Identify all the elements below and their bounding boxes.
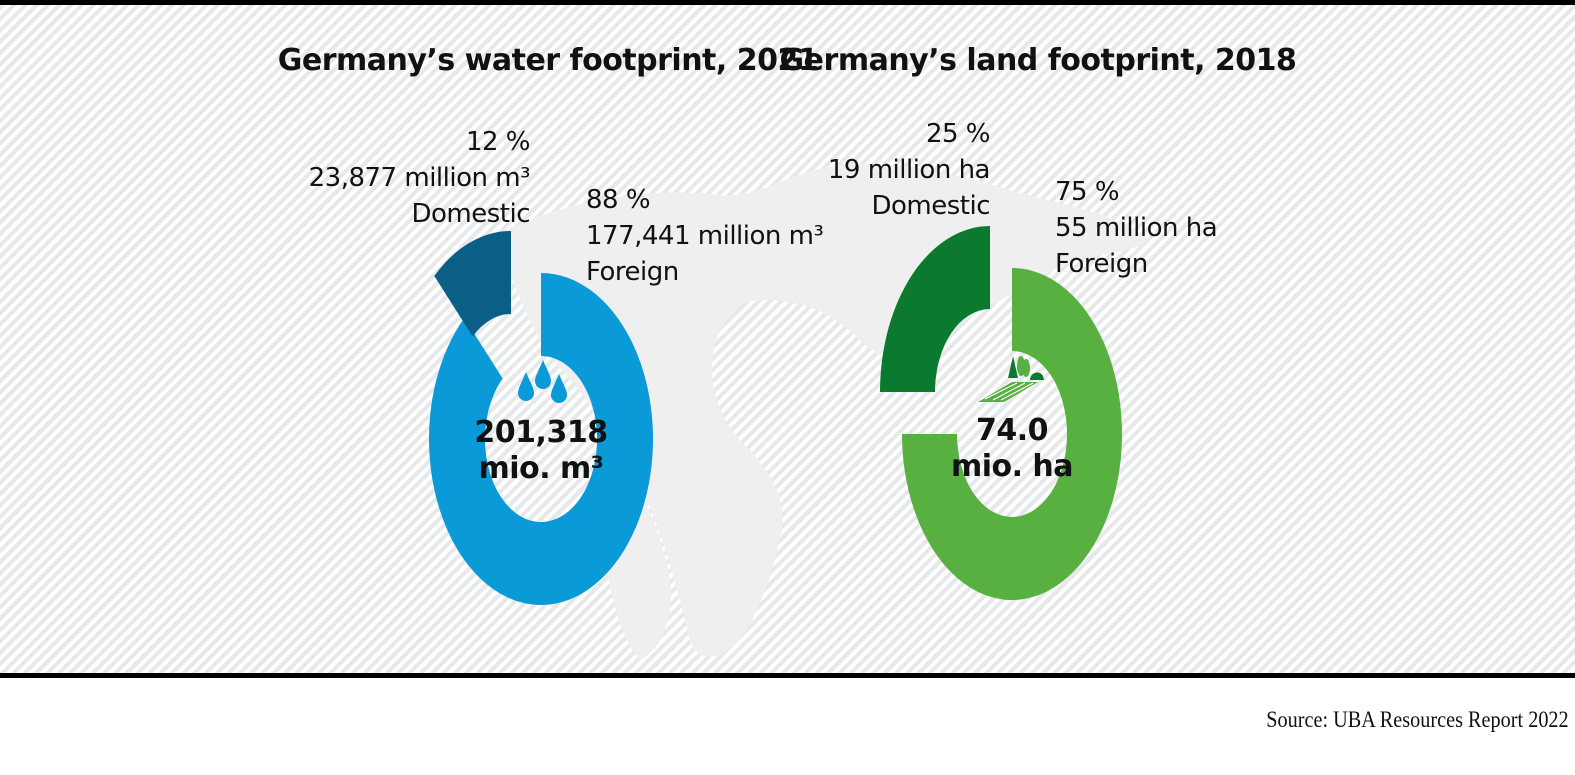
- land-domestic-name: Domestic: [871, 191, 990, 221]
- infographic-svg: Germany’s water footprint, 2021 Germany’…: [278, 43, 1297, 660]
- donut-slice-foreign: [902, 268, 1122, 600]
- land-total-value: 74.0: [976, 413, 1048, 448]
- land-foreign-label: 75 % 55 million ha Foreign: [1055, 177, 1218, 279]
- land-domestic-label: 25 % 19 million ha Domestic: [828, 119, 991, 221]
- water-footprint-donut: [428, 231, 653, 605]
- water-total-unit: mio. m³: [479, 451, 604, 486]
- water-foreign-name: Foreign: [586, 257, 679, 287]
- water-domestic-percent: 12 %: [466, 127, 530, 157]
- water-foreign-value: 177,441 million m³: [586, 221, 823, 251]
- water-foreign-label: 88 % 177,441 million m³ Foreign: [586, 185, 824, 287]
- land-chart-title: Germany’s land footprint, 2018: [780, 43, 1297, 78]
- water-chart-title: Germany’s water footprint, 2021: [278, 43, 818, 78]
- chart-panel: [0, 0, 1575, 678]
- water-foreign-percent: 88 %: [586, 185, 650, 215]
- water-domestic-label: 12 % 23,877 million m³ Domestic: [309, 127, 531, 229]
- land-foreign-percent: 75 %: [1055, 177, 1119, 207]
- land-domestic-value: 19 million ha: [828, 155, 990, 185]
- water-total-value: 201,318: [474, 415, 607, 450]
- land-footprint-donut: [880, 226, 1122, 600]
- donut-slice-domestic: [434, 231, 511, 337]
- water-domestic-value: 23,877 million m³: [309, 163, 530, 193]
- donut-slice-foreign: [428, 273, 653, 605]
- land-domestic-percent: 25 %: [926, 119, 990, 149]
- water-domestic-name: Domestic: [411, 199, 530, 229]
- land-total-unit: mio. ha: [951, 449, 1073, 484]
- donut-slice-domestic: [880, 226, 990, 392]
- source-note: Source: UBA Resources Report 2022: [1266, 707, 1569, 732]
- farmland-trees-icon: [978, 356, 1044, 402]
- land-foreign-name: Foreign: [1055, 249, 1148, 279]
- water-drops-icon: [518, 360, 567, 403]
- land-foreign-value: 55 million ha: [1055, 213, 1217, 243]
